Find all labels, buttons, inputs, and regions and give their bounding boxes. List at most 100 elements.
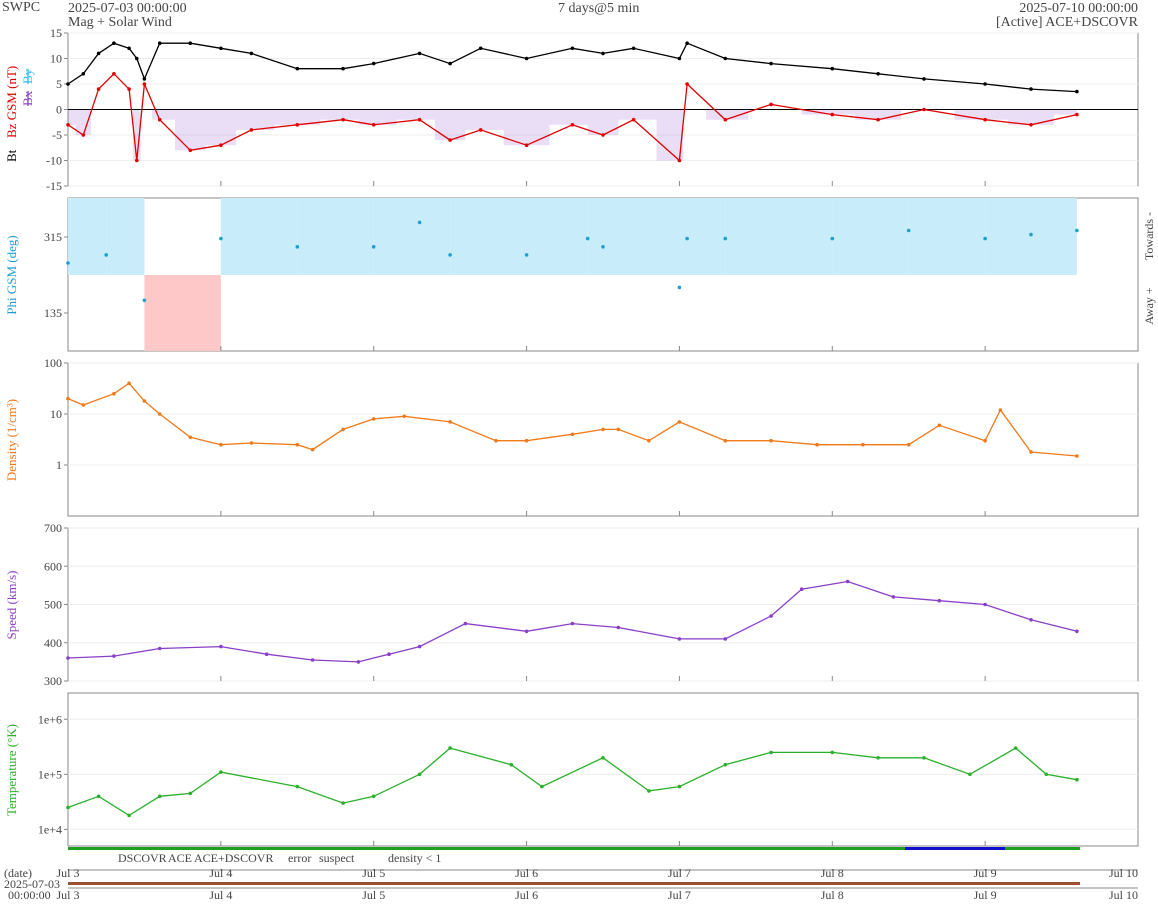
legend-dscovr: DSCOVR — [118, 851, 167, 865]
x-tick-label: Jul 8 — [821, 866, 844, 880]
bz-point — [983, 117, 987, 122]
phi-point — [524, 253, 529, 257]
bz-point — [677, 158, 682, 163]
x-tick-label: Jul 9 — [974, 888, 997, 902]
density-point — [127, 381, 131, 386]
density-panel — [67, 362, 1139, 517]
phi-towards-band — [587, 198, 603, 275]
bt-point — [769, 61, 773, 66]
bz-point — [769, 102, 773, 107]
density-point — [448, 420, 452, 424]
temperature-ylabel: Temperature (°K) — [4, 724, 19, 816]
density-point — [723, 438, 728, 443]
bz-south-shading — [706, 109, 749, 120]
bz-point — [876, 117, 880, 122]
legend-error: error — [288, 851, 311, 865]
header-subtitle: Mag + Solar Wind — [68, 15, 172, 30]
density-point — [1075, 454, 1079, 458]
bz-south-shading — [587, 109, 619, 135]
x-tick-label: Jul 8 — [821, 888, 844, 902]
bz-south-shading — [320, 109, 359, 120]
speed-point — [66, 656, 70, 660]
temperature-point — [448, 746, 452, 750]
bz-south-shading — [205, 109, 237, 146]
bt-point — [66, 82, 70, 86]
phi-point — [371, 245, 376, 249]
temperature-point — [601, 756, 605, 760]
legend: DSCOVR ACE ACE+DSCOVR error suspect dens… — [118, 851, 441, 865]
speed-point — [845, 579, 850, 584]
bt-point — [295, 66, 300, 71]
speed-point — [937, 598, 942, 603]
phi-ylabel: Phi GSM (deg) — [4, 235, 19, 314]
temperature-point — [876, 756, 880, 760]
mag-y-tick-label: 15 — [50, 26, 62, 40]
speed-y-tick-label: 400 — [44, 636, 62, 650]
phi-towards-band — [373, 198, 420, 275]
phi-towards-band — [68, 198, 107, 275]
phi-towards-band — [679, 198, 688, 275]
density-point — [677, 420, 682, 424]
legend-suspect: suspect — [319, 851, 355, 865]
temperature-y-tick-label: 1e+4 — [38, 822, 62, 836]
bz-south-shading — [855, 109, 902, 120]
x-tick-label: Jul 5 — [362, 888, 385, 902]
density-point — [647, 438, 651, 443]
phi-point — [585, 236, 590, 241]
header-start-time: 2025-07-03 00:00:00 — [68, 1, 187, 16]
temperature-point — [371, 794, 376, 799]
phi-towards-band — [725, 198, 833, 275]
temperature-point — [677, 784, 682, 789]
bt-point — [570, 46, 575, 51]
phi-point — [66, 261, 70, 265]
temperature-point — [188, 791, 193, 796]
speed-point — [524, 629, 529, 634]
bt-point — [219, 46, 223, 51]
density-y-tick-label: 10 — [50, 407, 62, 421]
temperature-point — [1075, 777, 1079, 782]
x-tick-label: Jul 10 — [1109, 866, 1138, 880]
phi-point — [983, 236, 987, 241]
phi-towards-band — [419, 198, 451, 275]
bz-south-shading — [152, 109, 175, 120]
mag-y-tick-label: 5 — [56, 77, 62, 91]
density-point — [219, 442, 223, 447]
bz-point — [448, 138, 452, 142]
speed-point — [387, 652, 391, 656]
phi-towards-band — [832, 198, 909, 275]
bz-point — [127, 87, 131, 91]
bz-point — [685, 82, 689, 86]
bz-point — [524, 143, 529, 147]
bz-south-shading — [1053, 109, 1077, 115]
phi-point — [601, 245, 605, 249]
phi-point — [1075, 228, 1079, 233]
speed-point — [417, 644, 422, 649]
bt-point — [341, 66, 345, 71]
density-point — [494, 438, 498, 443]
speed-point — [157, 646, 162, 651]
bz-point — [249, 128, 254, 132]
bz-south-shading — [274, 109, 321, 125]
bz-point — [66, 123, 70, 127]
bz-point — [219, 143, 223, 147]
legend-ace-dscovr: ACE+DSCOVR — [194, 851, 273, 865]
density-point — [570, 432, 575, 437]
temperature-point — [295, 784, 300, 789]
bt-point — [1075, 89, 1079, 94]
temperature-point — [157, 794, 162, 799]
bt-point — [1029, 87, 1033, 91]
density-point — [81, 403, 86, 407]
bz-point — [1029, 123, 1033, 127]
bz-point — [188, 148, 193, 153]
density-point — [998, 408, 1003, 412]
mag-ylabel-bz: Bz GSM (nT) — [4, 66, 19, 138]
bz-point — [1075, 112, 1079, 117]
density-point — [769, 438, 773, 443]
bt-point — [142, 77, 147, 81]
bt-point — [135, 56, 139, 61]
bz-point — [371, 123, 376, 127]
bt-point — [685, 41, 689, 45]
temperature-point — [723, 762, 728, 767]
x-tick-label: Jul 3 — [56, 866, 79, 880]
bz-south-shading — [236, 109, 275, 130]
